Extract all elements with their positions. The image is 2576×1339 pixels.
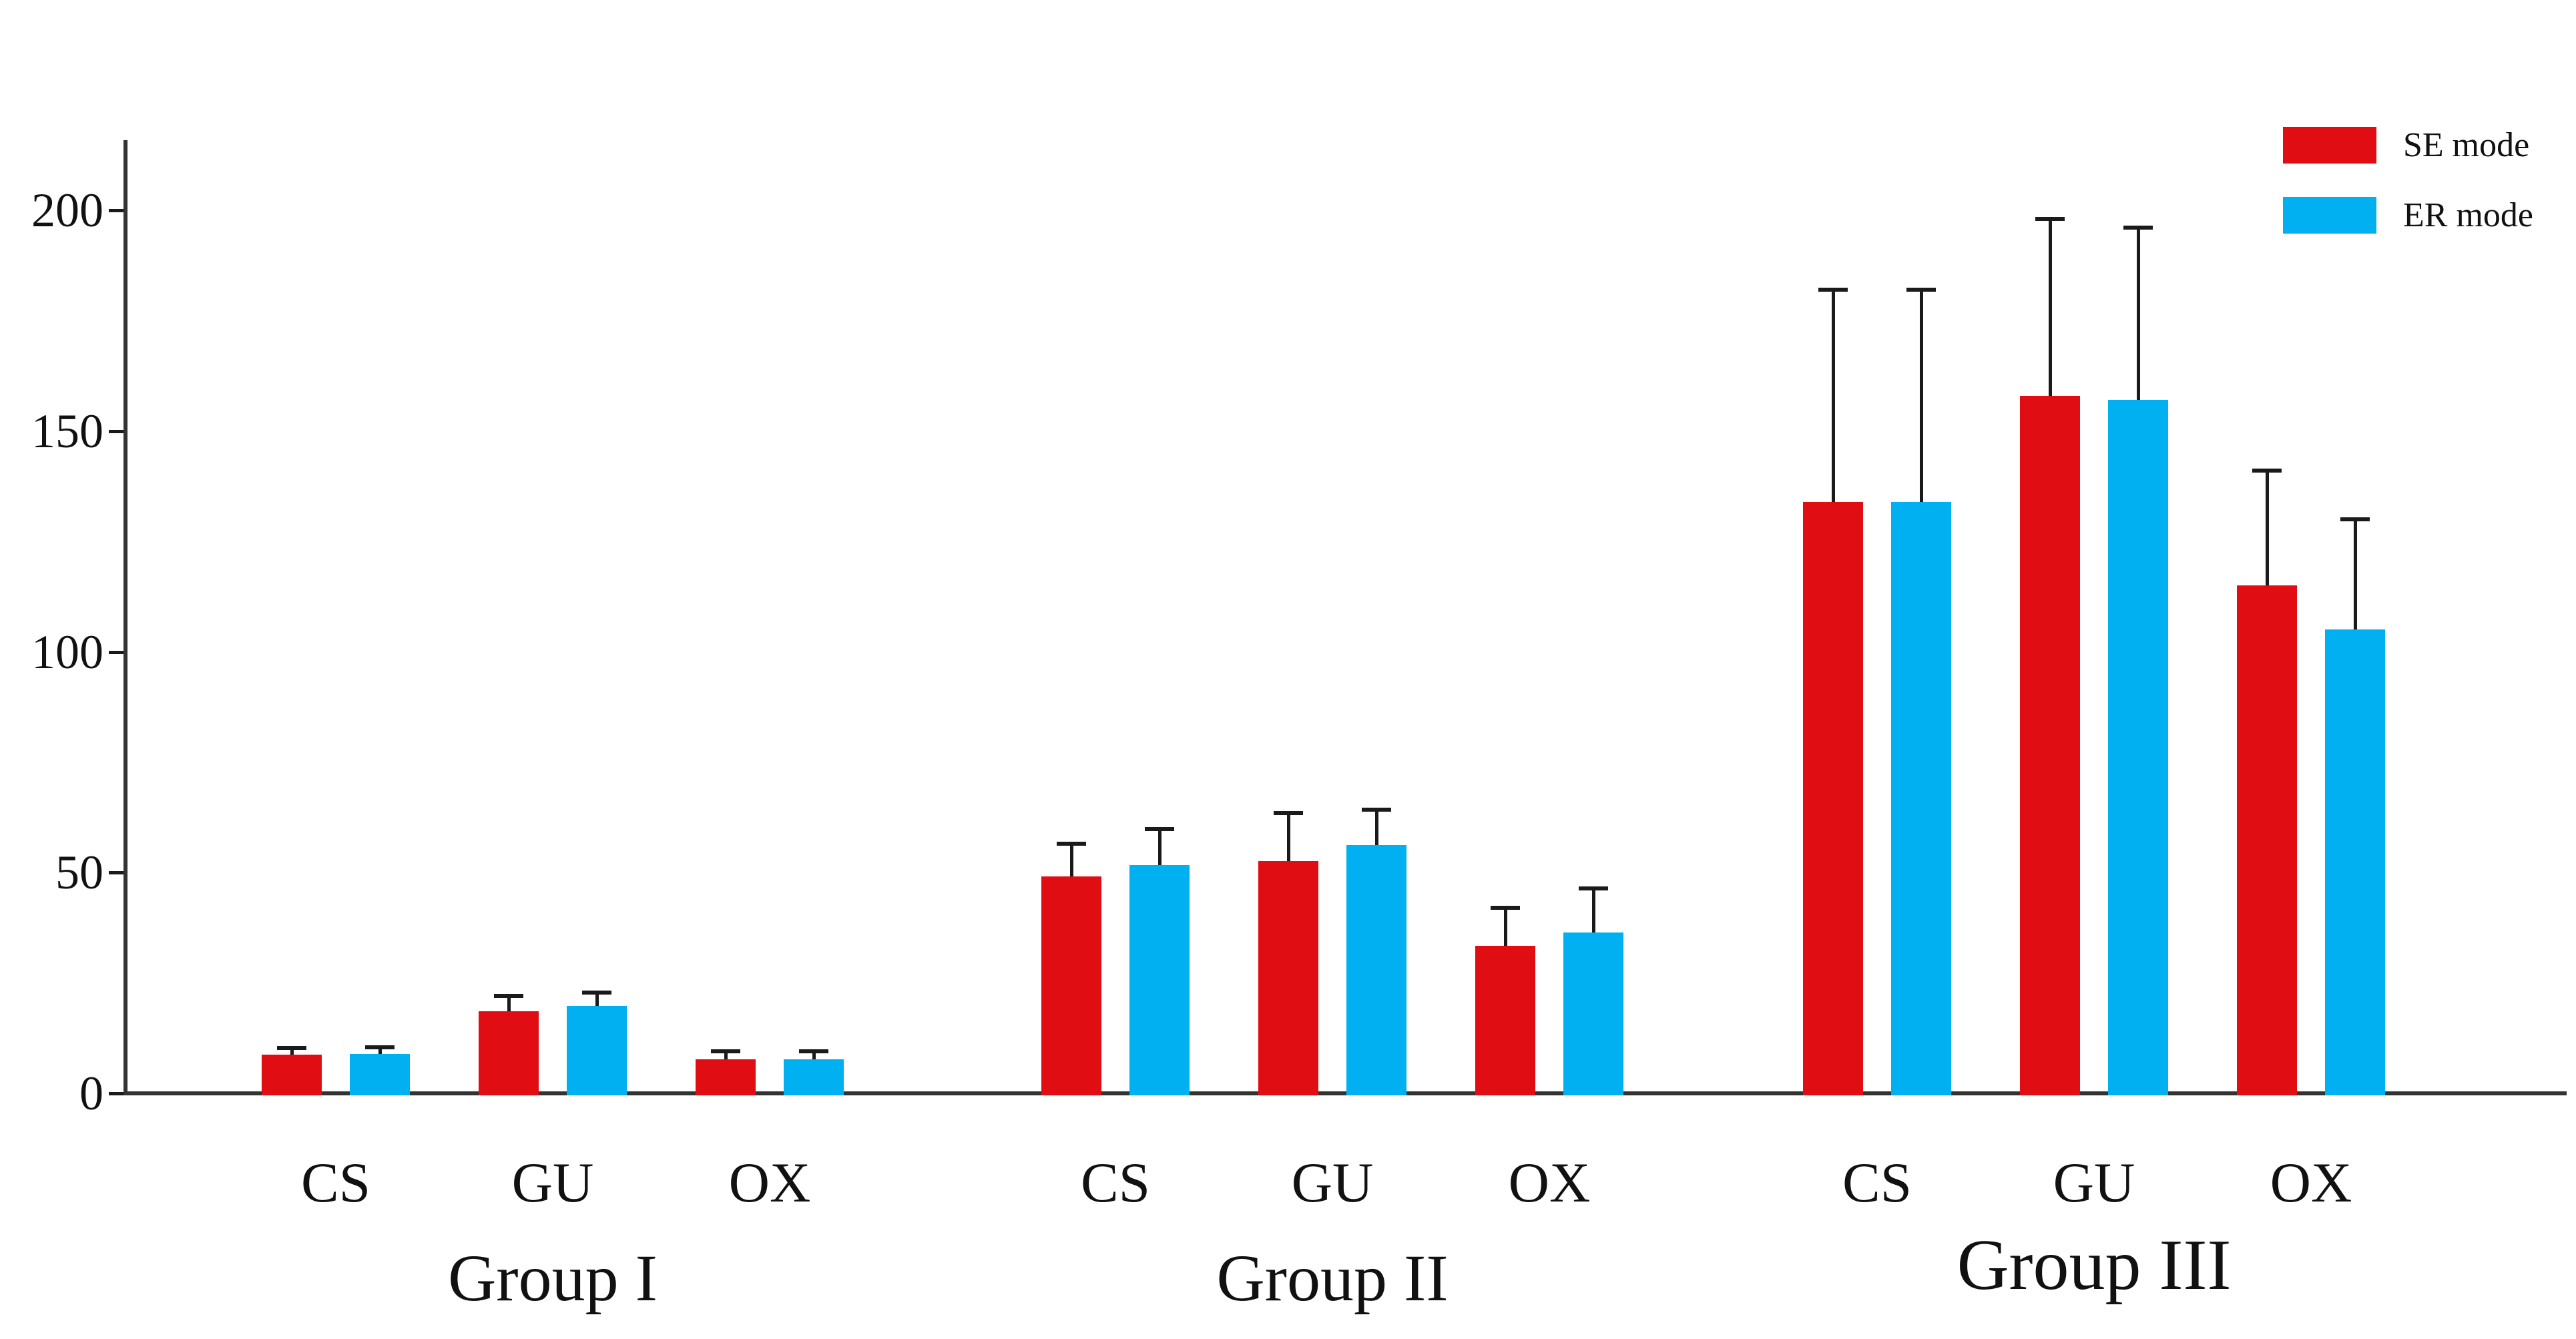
category-label: GU (511, 1151, 594, 1214)
group-label: Group III (1957, 1226, 2232, 1305)
bar-er (2325, 629, 2385, 1095)
error-cap (2252, 469, 2282, 473)
y-tick (109, 209, 123, 212)
category-label: OX (1508, 1151, 1591, 1214)
error-whisker (1157, 828, 1162, 865)
y-tick-label: 0 (79, 1067, 103, 1120)
bar-se (479, 1011, 539, 1095)
legend-entry-er: ER mode (2283, 197, 2570, 234)
y-tick (109, 429, 123, 433)
error-whisker (378, 1047, 382, 1055)
y-tick (109, 871, 123, 875)
category-label: GU (2053, 1151, 2135, 1214)
error-whisker (507, 995, 511, 1011)
error-cap (711, 1049, 740, 1054)
legend-entry-se: SE mode (2283, 127, 2570, 164)
error-cap (1274, 810, 1303, 815)
category-label: OX (728, 1151, 811, 1214)
error-cap (799, 1049, 828, 1054)
error-whisker (1374, 810, 1378, 846)
bar-er (2108, 400, 2168, 1095)
bar-se (1475, 946, 1535, 1095)
category-label: CS (1081, 1151, 1150, 1214)
error-whisker (1919, 290, 1923, 502)
legend-label-er: ER mode (2403, 196, 2533, 234)
bar-se (1803, 501, 1863, 1095)
error-cap (582, 991, 611, 995)
y-tick-label: 150 (31, 404, 103, 458)
error-whisker (290, 1047, 294, 1055)
category-label: GU (1291, 1151, 1374, 1214)
bar-se (2237, 585, 2297, 1095)
error-cap (1818, 288, 1848, 292)
error-cap (2123, 226, 2153, 230)
category-label: CS (301, 1151, 370, 1214)
group-label: Group II (1216, 1241, 1449, 1315)
legend-swatch-se (2283, 127, 2376, 164)
error-cap (1579, 886, 1608, 891)
category-label: OX (2270, 1151, 2352, 1214)
y-tick-label: 200 (31, 184, 103, 237)
error-cap (1145, 826, 1174, 831)
error-whisker (2265, 471, 2269, 586)
y-tick (109, 650, 123, 654)
bar-se (262, 1054, 322, 1095)
error-whisker (1831, 290, 1835, 502)
bar-er (1129, 865, 1190, 1095)
error-whisker (2353, 519, 2357, 630)
error-whisker (1503, 908, 1507, 947)
error-whisker (1069, 844, 1073, 877)
bar-er (1891, 501, 1951, 1095)
error-whisker (2048, 219, 2052, 396)
error-cap (1906, 288, 1936, 292)
error-cap (1491, 906, 1520, 910)
y-tick (109, 1092, 123, 1095)
bar-se (1258, 861, 1318, 1095)
group-label: Group I (448, 1241, 658, 1315)
bar-er (784, 1059, 844, 1095)
y-axis-line (123, 140, 127, 1095)
error-whisker (1286, 812, 1290, 862)
legend-swatch-er (2283, 197, 2376, 234)
error-whisker (1591, 888, 1595, 933)
error-cap (1362, 808, 1391, 812)
error-cap (277, 1045, 306, 1050)
y-tick-label: 50 (55, 846, 103, 900)
bar-se (2020, 395, 2080, 1095)
bar-er (1563, 932, 1623, 1095)
legend: SE mode ER mode (2283, 127, 2570, 240)
y-tick-label: 100 (31, 625, 103, 679)
error-whisker (724, 1051, 728, 1060)
bar-se (696, 1059, 756, 1095)
error-cap (494, 993, 523, 998)
error-whisker (2136, 228, 2140, 400)
error-cap (2340, 517, 2370, 522)
bar-er (567, 1006, 627, 1095)
error-cap (2035, 217, 2065, 222)
error-cap (365, 1045, 395, 1050)
error-whisker (812, 1051, 816, 1060)
x-axis-line (123, 1091, 2567, 1095)
bar-er (1346, 845, 1406, 1095)
bar-er (350, 1054, 410, 1095)
legend-label-se: SE mode (2403, 126, 2530, 164)
category-label: CS (1842, 1151, 1912, 1214)
error-cap (1057, 842, 1086, 846)
bar-se (1041, 876, 1101, 1095)
error-whisker (595, 993, 599, 1007)
